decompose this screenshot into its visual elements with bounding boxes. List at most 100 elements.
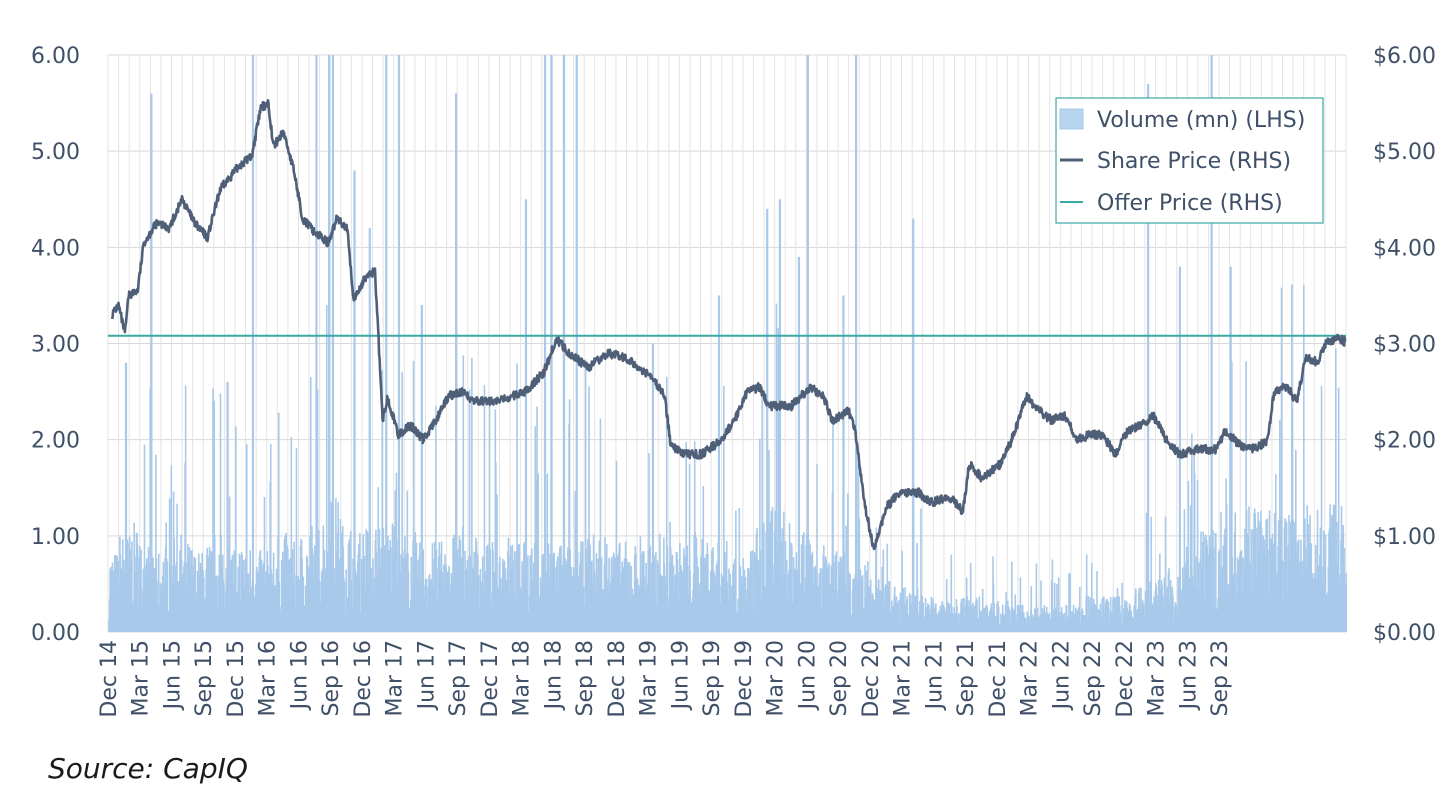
volume-bar [228, 496, 231, 632]
volume-bar [589, 544, 591, 632]
volume-bar [479, 568, 482, 632]
volume-bar [542, 553, 545, 632]
volume-bar [212, 388, 214, 632]
volume-bar [845, 525, 847, 632]
volume-bar [259, 550, 262, 632]
volume-bar [600, 557, 603, 632]
volume-bar [724, 551, 726, 632]
volume-bar [759, 550, 762, 632]
volume-bar [619, 584, 622, 632]
x-tick-label: Dec 20 [859, 640, 884, 718]
volume-bar [143, 444, 146, 632]
volume-bar [1273, 513, 1276, 632]
volume-bar [483, 384, 486, 632]
volume-bar [1239, 551, 1242, 632]
volume-bar [774, 510, 777, 632]
volume-bar [575, 55, 578, 632]
volume-bar [277, 412, 280, 632]
volume-bar [148, 564, 150, 632]
volume-bar [1225, 504, 1228, 632]
volume-bar [928, 608, 931, 632]
volume-bar [1079, 586, 1081, 632]
volume-bar [445, 566, 447, 632]
volume-bar [584, 359, 587, 632]
x-tick-label: Sep 20 [827, 640, 852, 716]
volume-bar [412, 360, 415, 632]
volume-bar [806, 55, 809, 632]
volume-bar [630, 565, 633, 632]
volume-bar [635, 553, 637, 632]
volume-bar [395, 472, 398, 632]
volume-bar [969, 562, 972, 632]
volume-bar [766, 208, 769, 632]
volume-bar [837, 561, 840, 632]
volume-bar [1189, 505, 1192, 632]
volume-bar [312, 554, 314, 632]
volume-bar [489, 549, 491, 632]
volume-bar [978, 596, 981, 632]
x-tick-label: Dec 18 [605, 640, 630, 718]
volume-bar [854, 55, 858, 632]
volume-bar [150, 93, 153, 632]
x-tick-label: Sep 22 [1081, 640, 1106, 716]
volume-bar [743, 569, 746, 632]
volume-bar [1280, 287, 1283, 632]
volume-bar [875, 527, 878, 632]
volume-bar [1191, 433, 1193, 632]
volume-bar [405, 556, 407, 632]
volume-bar [671, 554, 674, 632]
volume-bar [953, 607, 955, 632]
volume-bar [700, 556, 702, 632]
volume-bar [849, 574, 851, 632]
volume-bar [1240, 550, 1243, 632]
volume-bar [492, 550, 494, 632]
volume-bar [287, 549, 289, 632]
volume-bar [335, 550, 338, 632]
volume-bar [1071, 611, 1074, 632]
volume-bar [382, 527, 385, 632]
volume-bar [935, 603, 937, 632]
volume-bar [524, 199, 528, 632]
volume-bar [1052, 609, 1055, 632]
volume-bar [1324, 534, 1327, 632]
volume-bar [912, 218, 915, 632]
axes: 0.00 $0.00 1.00 $1.00 2.00 $2.00 3.00 $3.00 4.00… [31, 44, 1436, 718]
x-tick-label: Sep 18 [573, 640, 598, 716]
volume-bar [715, 564, 718, 632]
volume-bar [168, 498, 171, 632]
volume-bar [568, 399, 571, 632]
volume-bar [628, 562, 631, 632]
volume-bar [842, 295, 845, 632]
volume-bar [672, 565, 675, 632]
volume-bar [701, 539, 703, 632]
volume-bar [193, 556, 195, 632]
volume-bar [613, 555, 615, 632]
volume-bar [1234, 512, 1237, 632]
volume-bar [471, 357, 473, 632]
volume-bar [422, 549, 425, 632]
volume-bar [697, 566, 699, 632]
volume-bar [361, 581, 363, 632]
x-tick-label: Dec 16 [351, 640, 376, 718]
volume-bar [1310, 543, 1313, 632]
volume-bar [1250, 529, 1253, 632]
volume-bar [659, 533, 661, 632]
volume-bar [1040, 580, 1042, 632]
volume-bar [685, 441, 687, 632]
volume-bar [534, 426, 537, 632]
volume-bar [770, 511, 773, 632]
volume-bar [378, 528, 381, 632]
x-tick-label: Mar 18 [510, 640, 535, 717]
volume-bar [1107, 601, 1110, 632]
volume-bar [574, 490, 577, 632]
x-tick-label: Sep 17 [446, 640, 471, 716]
volume-bar [893, 586, 896, 632]
volume-bar [251, 55, 255, 632]
volume-bar [688, 463, 691, 632]
x-tick-label: Jun 18 [541, 640, 566, 711]
volume-bar [583, 586, 585, 632]
volume-bar [924, 598, 927, 632]
volume-bar [453, 548, 456, 632]
x-tick-label: Mar 16 [256, 640, 281, 717]
volume-bar [136, 544, 139, 632]
